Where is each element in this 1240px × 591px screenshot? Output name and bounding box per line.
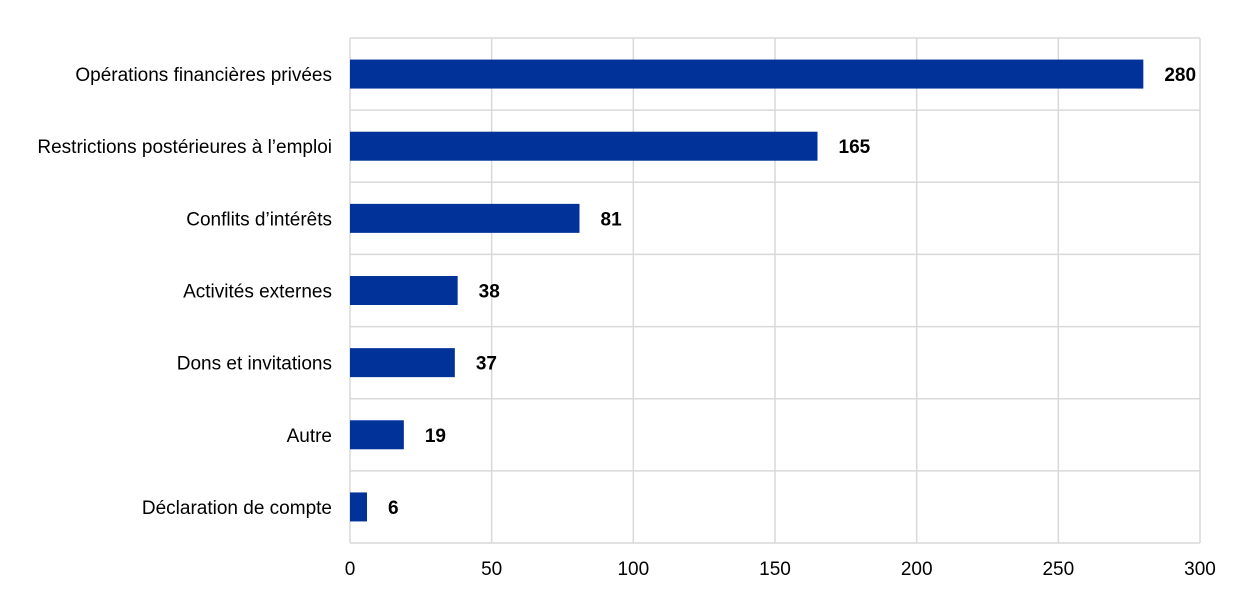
category-label: Activités externes bbox=[183, 282, 332, 303]
bar bbox=[350, 131, 818, 161]
x-tick-label: 150 bbox=[759, 559, 791, 580]
data-label: 165 bbox=[839, 137, 871, 158]
category-label: Déclaration de compte bbox=[142, 498, 332, 519]
data-label: 37 bbox=[476, 354, 497, 375]
category-label: Autre bbox=[287, 426, 332, 447]
data-label: 38 bbox=[479, 282, 500, 303]
value-labels: 280 165 81 38 37 19 6 bbox=[388, 65, 1196, 519]
bar bbox=[350, 276, 458, 305]
gridlines bbox=[349, 37, 1201, 544]
category-label: Restrictions postérieures à l’emploi bbox=[37, 137, 332, 158]
bar bbox=[350, 420, 404, 450]
data-label: 19 bbox=[425, 426, 446, 447]
x-axis-tick-labels: 0 50 100 150 200 250 300 bbox=[345, 559, 1216, 580]
x-tick-label: 0 bbox=[345, 559, 356, 580]
data-label: 6 bbox=[388, 498, 399, 519]
bar bbox=[350, 348, 455, 378]
data-label: 81 bbox=[601, 209, 623, 230]
x-tick-label: 200 bbox=[901, 559, 933, 580]
bar bbox=[350, 59, 1144, 89]
data-label: 280 bbox=[1164, 65, 1196, 86]
bar bbox=[350, 203, 580, 233]
category-labels: Opérations financières privées Restrictio… bbox=[37, 65, 332, 519]
x-tick-label: 250 bbox=[1042, 559, 1074, 580]
x-tick-label: 100 bbox=[617, 559, 649, 580]
category-label: Opérations financières privées bbox=[75, 65, 332, 86]
category-label: Conflits d’intérêts bbox=[186, 209, 332, 230]
x-tick-label: 300 bbox=[1184, 559, 1216, 580]
bar bbox=[350, 492, 367, 522]
x-tick-label: 50 bbox=[481, 559, 502, 580]
bars bbox=[350, 59, 1144, 522]
category-label: Dons et invitations bbox=[177, 354, 332, 375]
